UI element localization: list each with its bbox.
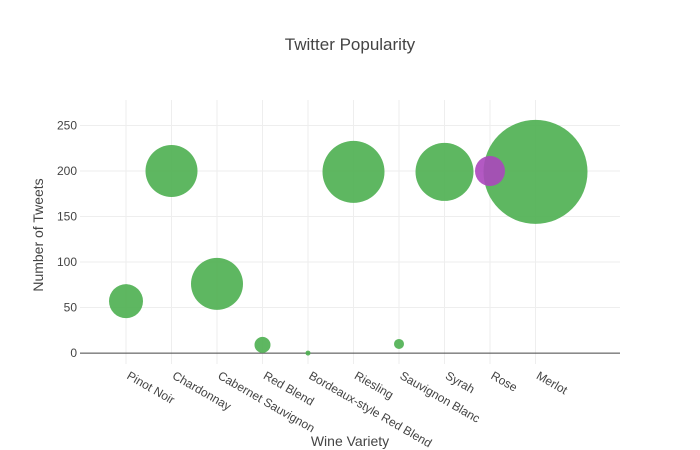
x-tick-label: Syrah	[443, 368, 477, 396]
bubble-point[interactable]	[483, 119, 588, 224]
bubble-point[interactable]	[394, 338, 404, 349]
x-tick-label: Rose	[489, 368, 521, 394]
y-axis-label: Number of Tweets	[30, 178, 46, 291]
bubble-point[interactable]	[254, 336, 271, 353]
y-tick-label: 200	[57, 164, 77, 178]
x-tick-label: Merlot	[534, 368, 570, 397]
y-axis-ticks: 0 50 100 150 200 250	[57, 118, 77, 360]
bubble-point[interactable]	[109, 284, 143, 319]
bubble-point[interactable]	[191, 257, 243, 310]
bubble-point[interactable]	[322, 140, 385, 203]
bubble-point[interactable]	[305, 350, 311, 356]
data-points	[109, 119, 588, 356]
y-tick-label: 250	[57, 118, 77, 132]
bubble-point[interactable]	[145, 145, 198, 198]
x-tick-label: Pinot Noir	[125, 368, 178, 406]
bubble-point[interactable]	[415, 142, 474, 201]
y-tick-label: 150	[57, 210, 77, 224]
bubble-point[interactable]	[475, 156, 505, 187]
y-tick-label: 50	[64, 301, 78, 315]
x-tick-label: Sauvignon Blanc	[398, 368, 483, 425]
x-axis-label: Wine Variety	[311, 433, 389, 449]
y-tick-label: 0	[70, 346, 77, 360]
y-tick-label: 100	[57, 255, 77, 269]
chart-title: Twitter Popularity	[285, 35, 416, 54]
